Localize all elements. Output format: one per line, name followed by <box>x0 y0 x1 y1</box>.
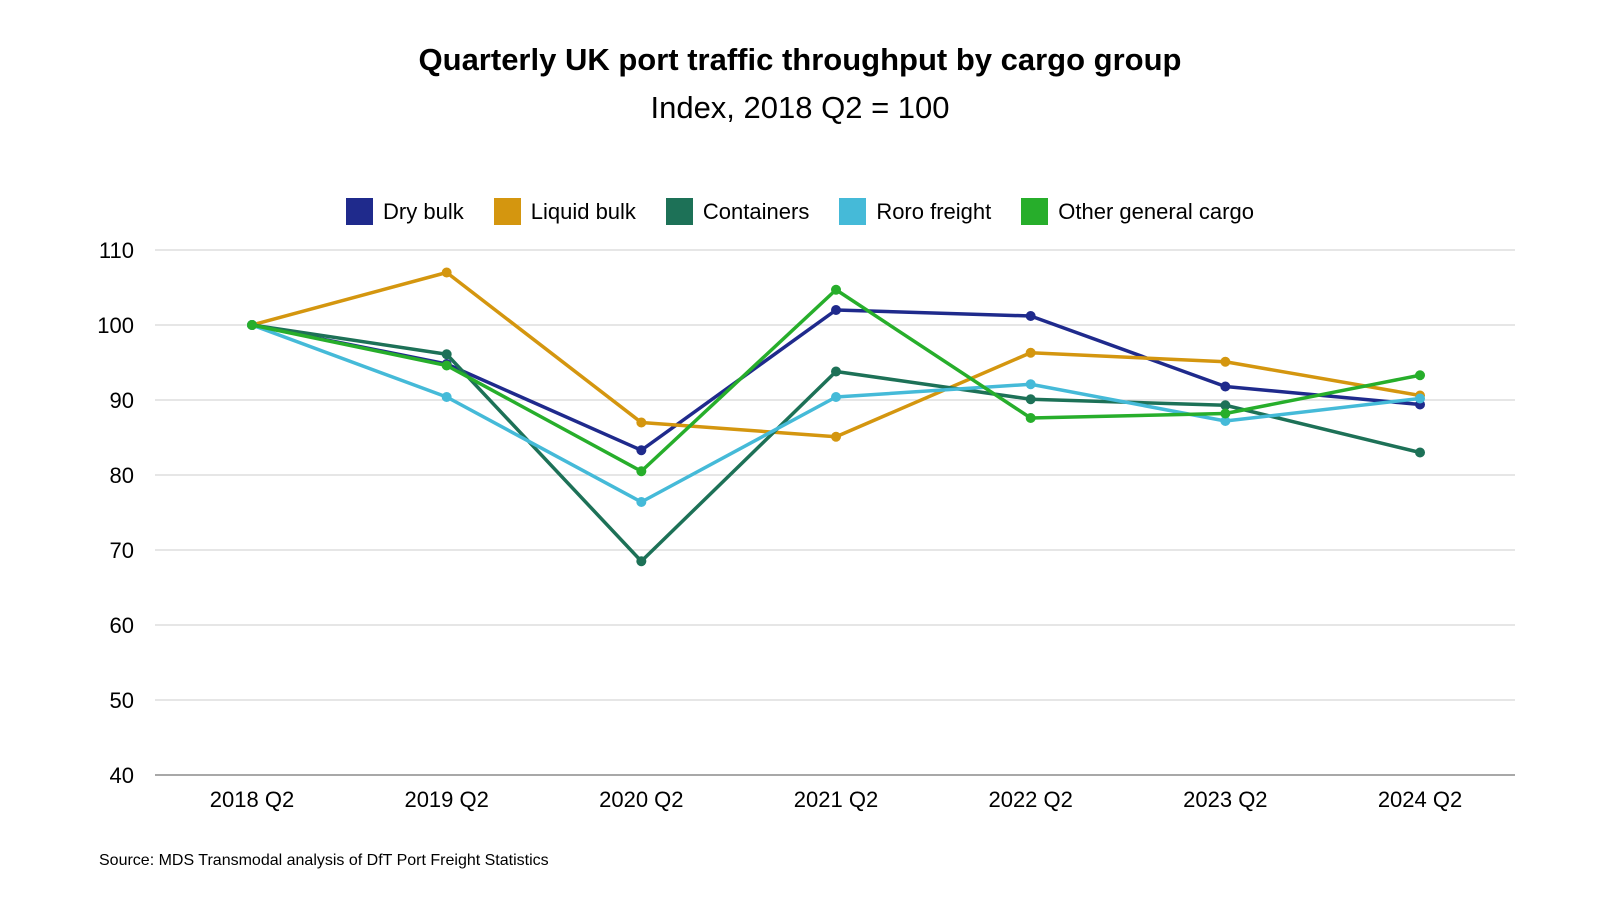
legend-swatch <box>665 198 693 225</box>
y-tick-label: 40 <box>110 763 134 788</box>
data-point-containers <box>1220 400 1231 411</box>
data-point-dry-bulk <box>1220 381 1231 392</box>
y-tick-label: 70 <box>110 538 134 563</box>
data-point-roro-freight <box>1220 416 1231 426</box>
data-point-dry-bulk <box>831 305 842 315</box>
data-point-other-general-cargo <box>636 466 647 477</box>
data-point-containers <box>441 349 452 360</box>
data-point-liquid-bulk <box>441 267 452 278</box>
x-tick-label: 2020 Q2 <box>599 787 683 812</box>
data-point-roro-freight <box>831 392 842 402</box>
legend-label: Dry bulk <box>383 198 464 224</box>
legend-label: Liquid bulk <box>530 198 636 224</box>
data-point-other-general-cargo <box>1415 370 1426 381</box>
y-tick-label: 50 <box>110 688 134 713</box>
x-tick-label: 2021 Q2 <box>794 787 878 812</box>
x-tick-label: 2019 Q2 <box>404 787 488 812</box>
legend-item-roro-freight: Roro freight <box>839 198 991 225</box>
x-tick-label: 2022 Q2 <box>988 787 1072 812</box>
source-note: Source: MDS Transmodal analysis of DfT P… <box>99 852 549 869</box>
series-line-other-general-cargo <box>250 288 1422 473</box>
data-point-dry-bulk <box>636 445 647 456</box>
data-point-other-general-cargo <box>441 360 452 371</box>
legend-item-liquid-bulk: Liquid bulk <box>493 198 636 225</box>
y-tick-label: 110 <box>99 238 134 263</box>
y-tick-label: 100 <box>97 313 134 338</box>
legend-item-containers: Containers <box>665 198 810 225</box>
data-point-other-general-cargo <box>1220 408 1231 419</box>
data-point-roro-freight <box>636 497 647 507</box>
chart-subtitle: Index, 2018 Q2 = 100 <box>650 90 950 125</box>
legend-item-other-general-cargo: Other general cargo <box>1021 198 1254 225</box>
data-point-containers <box>636 556 647 567</box>
x-tick-label: 2024 Q2 <box>1378 787 1462 812</box>
legend-label: Roro freight <box>876 198 992 224</box>
data-point-liquid-bulk <box>831 431 842 442</box>
y-tick-label: 90 <box>110 388 134 413</box>
series-line-liquid-bulk <box>250 270 1422 439</box>
legend-swatch <box>839 198 867 225</box>
legend-swatch <box>493 198 521 225</box>
y-tick-label: 80 <box>110 463 134 488</box>
legend-swatch <box>346 198 374 225</box>
x-tick-label: 2023 Q2 <box>1183 787 1267 812</box>
data-point-containers <box>1025 394 1036 405</box>
data-point-liquid-bulk <box>636 417 647 428</box>
y-tick-label: 60 <box>110 613 134 638</box>
data-point-roro-freight <box>1415 393 1426 404</box>
legend-label: Containers <box>702 198 810 224</box>
data-point-other-general-cargo <box>831 284 842 295</box>
data-point-liquid-bulk <box>1220 356 1231 367</box>
data-point-other-general-cargo <box>1025 413 1036 423</box>
data-point-containers <box>1415 447 1426 458</box>
data-point-other-general-cargo <box>247 320 257 330</box>
data-point-containers <box>831 366 842 377</box>
data-point-liquid-bulk <box>1025 347 1036 358</box>
data-point-dry-bulk <box>1025 311 1036 321</box>
chart-title: Quarterly UK port traffic throughput by … <box>418 42 1182 77</box>
chart-legend: Dry bulk Liquid bulk Containers Roro freigh… <box>0 198 1600 225</box>
legend-swatch <box>1021 198 1049 225</box>
data-point-roro-freight <box>1025 379 1036 390</box>
data-point-roro-freight <box>441 392 452 402</box>
x-tick-label: 2018 Q2 <box>210 787 294 812</box>
legend-label: Other general cargo <box>1058 198 1254 224</box>
legend-item-dry-bulk: Dry bulk <box>346 198 464 225</box>
series-line-dry-bulk <box>250 308 1422 452</box>
